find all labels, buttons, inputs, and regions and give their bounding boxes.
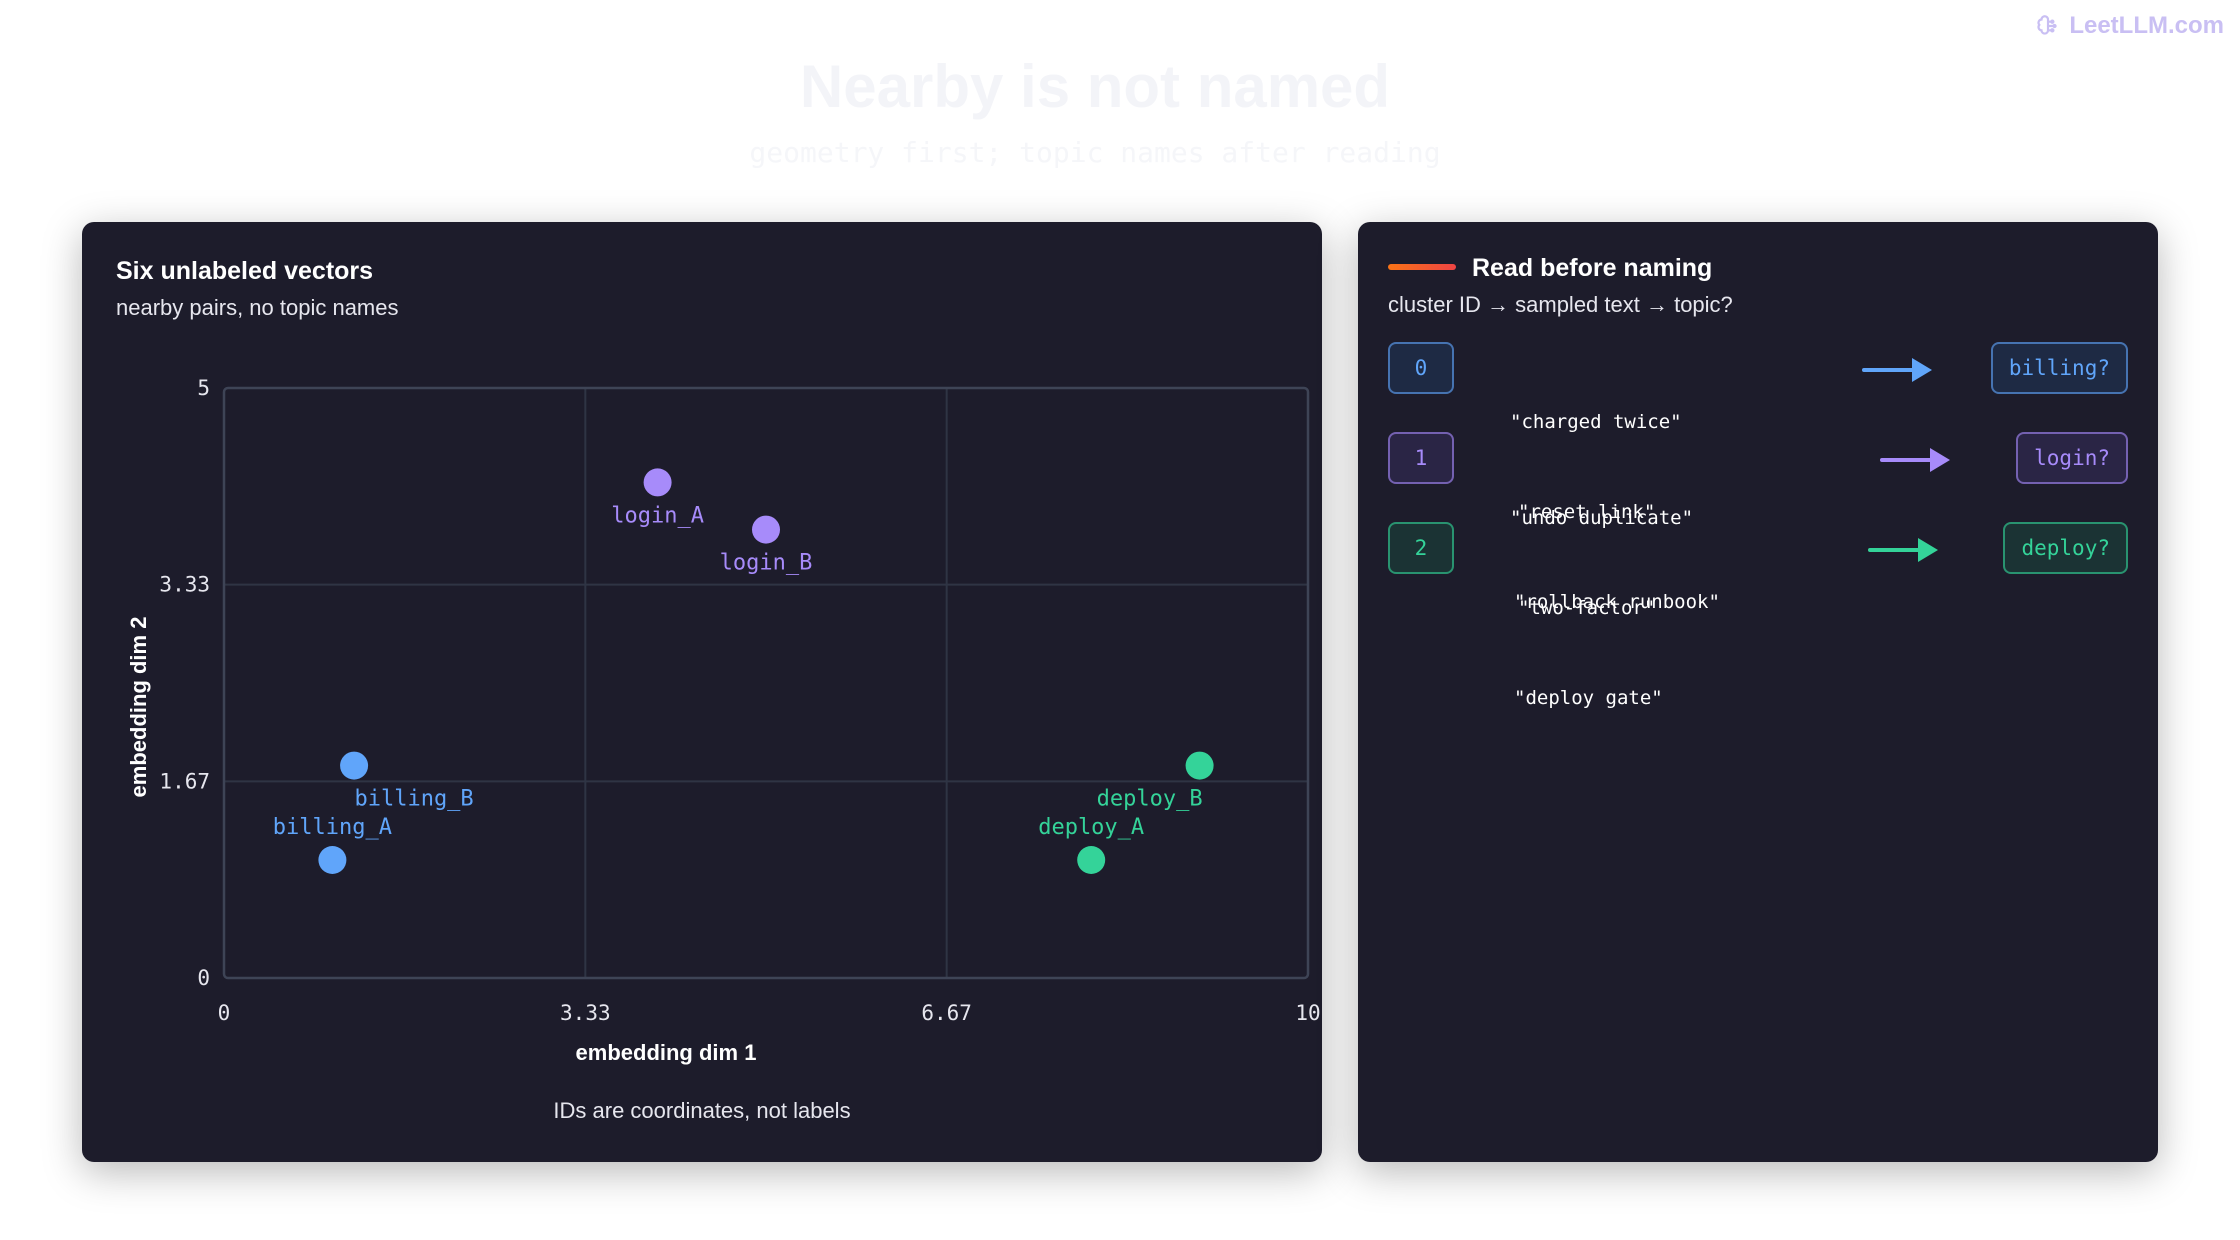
cluster-row: 2 "rollback runbook" "deploy gate" deplo… [1388, 522, 2128, 709]
legend-panel: Read before naming cluster ID → sampled … [1358, 222, 2158, 1162]
x-tick-label: 6.67 [921, 1001, 972, 1025]
cluster-row: 0 "charged twice" "undo duplicate" billi… [1388, 342, 2128, 529]
data-point [643, 468, 672, 497]
sampled-text: "reset link" [1518, 501, 1656, 523]
y-axis-label: embedding dim 2 [126, 617, 151, 798]
y-tick-label: 3.33 [159, 573, 210, 597]
data-point [1185, 751, 1214, 780]
legend-title: Read before naming [1472, 254, 1713, 282]
sampled-texts: "reset link" "two-factor" [1518, 432, 1655, 619]
point-label: login_A [611, 503, 704, 528]
scatter-title: Six unlabeled vectors [116, 257, 374, 285]
arrow-right-icon [1868, 538, 1938, 562]
cluster-id-badge: 2 [1388, 522, 1454, 574]
page-title: Nearby is not named [799, 53, 1391, 120]
cluster-row: 1 "reset link" "two-factor" login? [1388, 432, 2128, 619]
sampled-texts: "rollback runbook" "deploy gate" [1514, 522, 1720, 709]
x-tick-label: 10 [1295, 1001, 1320, 1025]
topic-badge: billing? [1990, 342, 2128, 394]
x-tick-label: 0 [218, 1001, 231, 1025]
page-subtitle: geometry first; topic names after readin… [749, 136, 1441, 169]
plot-frame [222, 386, 1310, 980]
scatter-footnote: IDs are coordinates, not labels [553, 1098, 851, 1123]
topic-badge: deploy? [2003, 522, 2128, 574]
data-point [752, 515, 780, 544]
sampled-text: "undo duplicate" [1510, 507, 1694, 529]
brain-icon [2037, 15, 2057, 35]
data-point [318, 846, 347, 874]
point-label: billing_A [273, 815, 392, 840]
scatter-panel: Six unlabeled vectors nearby pairs, no t… [82, 222, 1322, 1162]
x-axis-label: embedding dim 1 [576, 1040, 757, 1065]
point-label: deploy_A [1038, 815, 1144, 840]
y-tick-label: 0 [197, 966, 210, 990]
x-tick-label: 3.33 [560, 1001, 611, 1025]
data-point [340, 751, 369, 780]
sampled-text: "deploy gate" [1514, 687, 1663, 709]
sampled-texts: "charged twice" "undo duplicate" [1510, 342, 1693, 529]
sampled-text: "charged twice" [1510, 411, 1682, 433]
scatter-subtitle: nearby pairs, no topic names [116, 295, 399, 320]
brand-logo[interactable]: LeetLLM.com [2035, 12, 2224, 40]
point-label: billing_B [354, 787, 473, 812]
y-tick-label: 5 [197, 376, 210, 400]
cluster-id-badge: 1 [1388, 432, 1454, 484]
data-point [1077, 846, 1106, 874]
legend-subtitle: cluster ID → sampled text → topic? [1388, 292, 1733, 317]
cluster-id-badge: 0 [1388, 342, 1454, 394]
topic-badge: login? [2016, 432, 2128, 484]
arrow-right-icon [1862, 358, 1932, 382]
scatter-chart: 0 3.33 6.67 10 0 1.67 3.33 5 embedding dim 1 embe… [126, 376, 1321, 1065]
sampled-text: "two-factor" [1518, 597, 1656, 619]
accent-bar [1388, 264, 1456, 270]
y-tick-label: 1.67 [159, 769, 210, 793]
point-label: deploy_B [1097, 787, 1203, 812]
sampled-text: "rollback runbook" [1514, 591, 1720, 613]
brand-name: LeetLLM.com [2069, 12, 2224, 39]
arrow-right-icon [1880, 448, 1950, 472]
point-label: login_B [720, 551, 813, 576]
